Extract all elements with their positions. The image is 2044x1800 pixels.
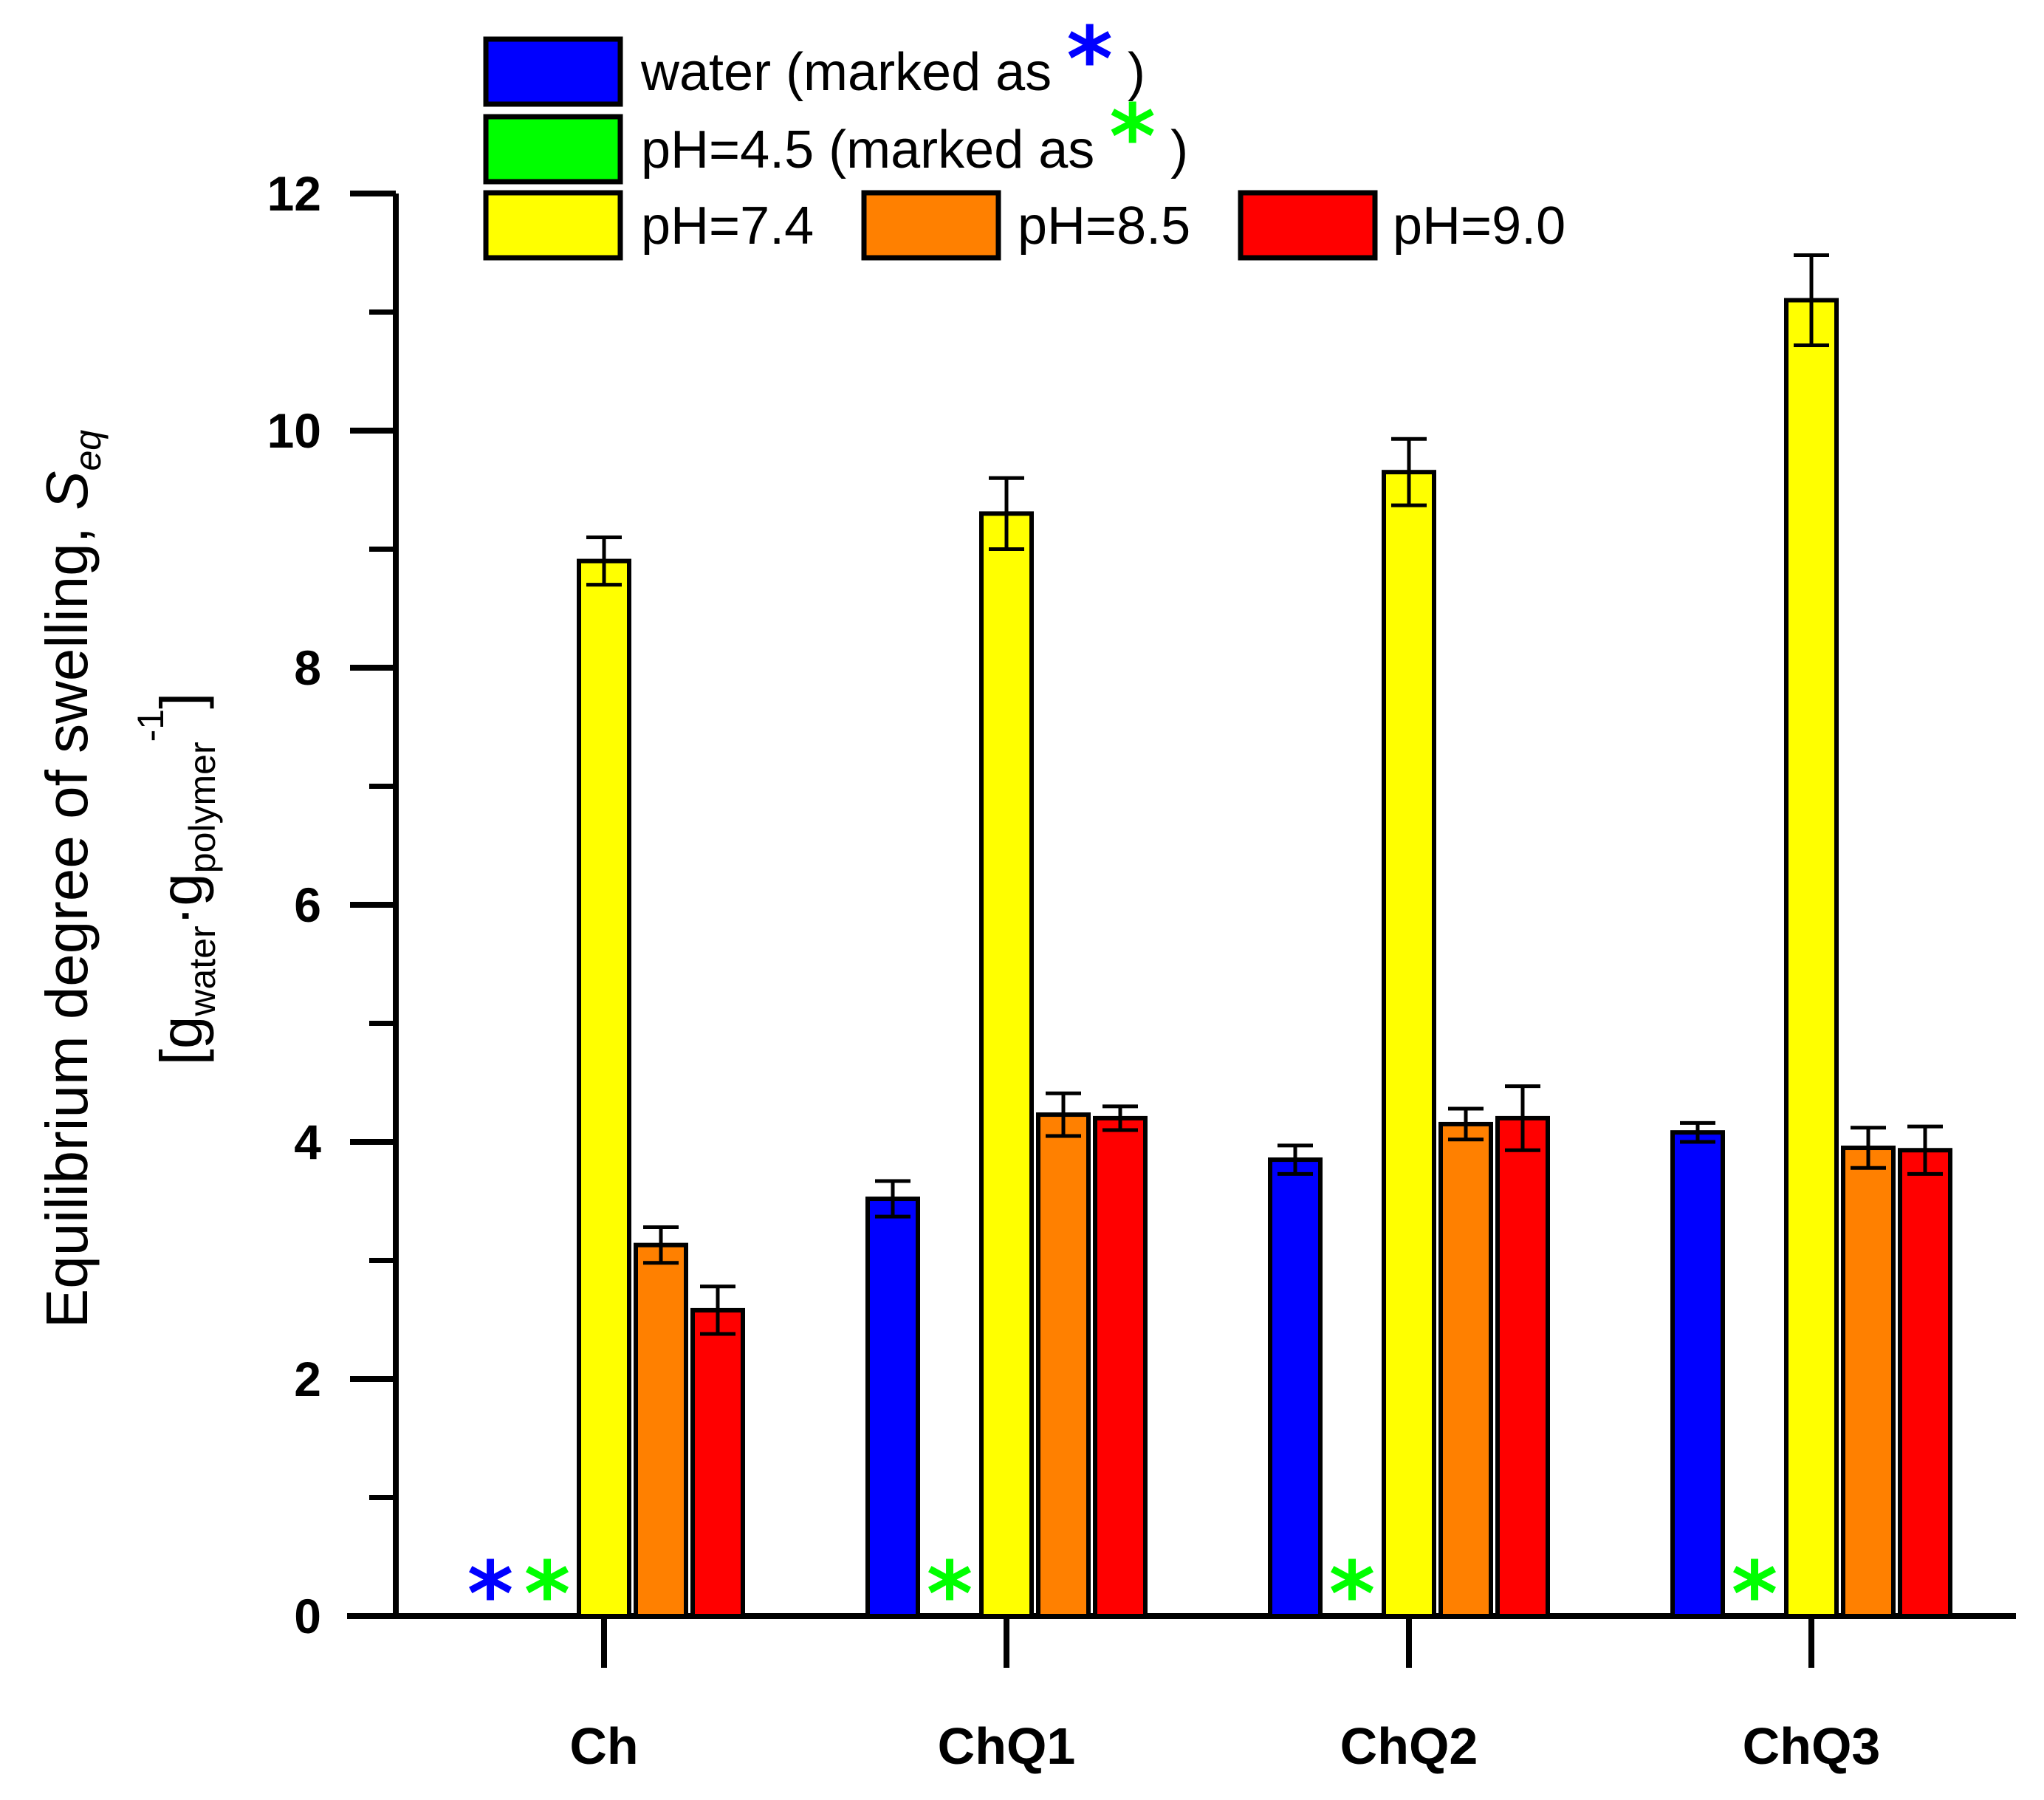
- y-tick-label: 6: [294, 877, 321, 932]
- star-marker: *: [927, 1544, 973, 1646]
- star-marker: *: [1732, 1544, 1778, 1646]
- y-tick-label: 10: [267, 403, 321, 458]
- error-bar: [1680, 1120, 1715, 1144]
- y-tick-label: 2: [294, 1352, 321, 1406]
- x-tick-label: ChQ3: [1743, 1717, 1881, 1775]
- error-bar: [1278, 1143, 1313, 1176]
- star-marker: *: [467, 1544, 514, 1646]
- y-axis-label-line2: [gwater·gpolymer -1]: [130, 693, 223, 1066]
- y-tick-label: 4: [294, 1115, 321, 1169]
- error-bar: [1794, 253, 1829, 347]
- bar: [1382, 470, 1436, 1618]
- legend-label: pH=8.5: [1018, 196, 1190, 256]
- error-bar: [1907, 1124, 1943, 1176]
- x-tick-label: ChQ1: [938, 1717, 1076, 1775]
- error-bar: [700, 1284, 735, 1336]
- legend-label: pH=7.4: [641, 196, 814, 256]
- error-bar: [1102, 1104, 1138, 1132]
- y-tick-label: 0: [294, 1589, 321, 1643]
- y-axis-unit-dot: ·g: [148, 873, 214, 925]
- legend-swatch: [483, 36, 623, 107]
- bar: [979, 511, 1034, 1618]
- y-tick-label: 12: [267, 166, 321, 221]
- y-axis-label-line1: Equilibrium degree of swelling, Seq: [34, 430, 109, 1328]
- y-axis-label-symbol-sub: eq: [67, 430, 109, 471]
- star-marker: *: [524, 1544, 571, 1646]
- error-bar: [1851, 1126, 1886, 1170]
- bar: [1268, 1157, 1323, 1618]
- y-axis-label: Equilibrium degree of swelling, Seq [gwa…: [34, 430, 223, 1328]
- legend-swatch: [861, 190, 1001, 261]
- y-axis-label-main: Equilibrium degree of swelling,: [34, 510, 100, 1328]
- x-tick-label: ChQ2: [1340, 1717, 1478, 1775]
- y-axis-label-symbol: S: [34, 471, 100, 510]
- bar: [634, 1242, 688, 1618]
- legend-swatch: [483, 190, 623, 261]
- error-bar: [1391, 437, 1427, 507]
- bar: [1841, 1146, 1896, 1618]
- bar: [1093, 1115, 1148, 1618]
- legend-swatch: [1238, 190, 1378, 261]
- error-bar: [989, 476, 1024, 551]
- legend-swatch: [483, 114, 623, 185]
- error-bar: [1448, 1106, 1484, 1142]
- star-markers: * * * * *: [467, 1544, 1778, 1646]
- error-bar: [1505, 1084, 1540, 1152]
- y-axis-unit-close: ]: [148, 693, 214, 709]
- bar: [1784, 298, 1839, 1619]
- y-axis-unit-sub-water: water: [182, 925, 223, 1016]
- legend: water (marked as * )pH=4.5 (marked as * …: [483, 9, 1565, 261]
- error-bar: [875, 1179, 910, 1219]
- bar: [690, 1307, 745, 1619]
- bar: [1670, 1130, 1725, 1619]
- bar: [1036, 1112, 1091, 1618]
- bar: [1495, 1115, 1550, 1618]
- error-bar: [1046, 1091, 1081, 1138]
- legend-label: pH=9.0: [1393, 196, 1565, 256]
- bar: [865, 1197, 920, 1619]
- bar: [1438, 1121, 1493, 1619]
- error-bar: [643, 1225, 679, 1265]
- bar: [577, 558, 631, 1618]
- y-axis-unit-open: [g: [148, 1016, 214, 1066]
- y-axis-unit-sup: -1: [130, 709, 171, 742]
- bar: [1898, 1148, 1952, 1618]
- y-tick-label: 8: [294, 640, 321, 695]
- legend-label: water (marked as * ): [640, 9, 1145, 112]
- x-tick-label: Ch: [569, 1717, 638, 1775]
- star-marker: *: [1329, 1544, 1376, 1646]
- error-bar: [586, 535, 622, 587]
- y-axis-unit-sub-polymer: polymer: [182, 742, 223, 873]
- bars: [577, 253, 1952, 1619]
- legend-label: pH=4.5 (marked as * ): [641, 86, 1188, 189]
